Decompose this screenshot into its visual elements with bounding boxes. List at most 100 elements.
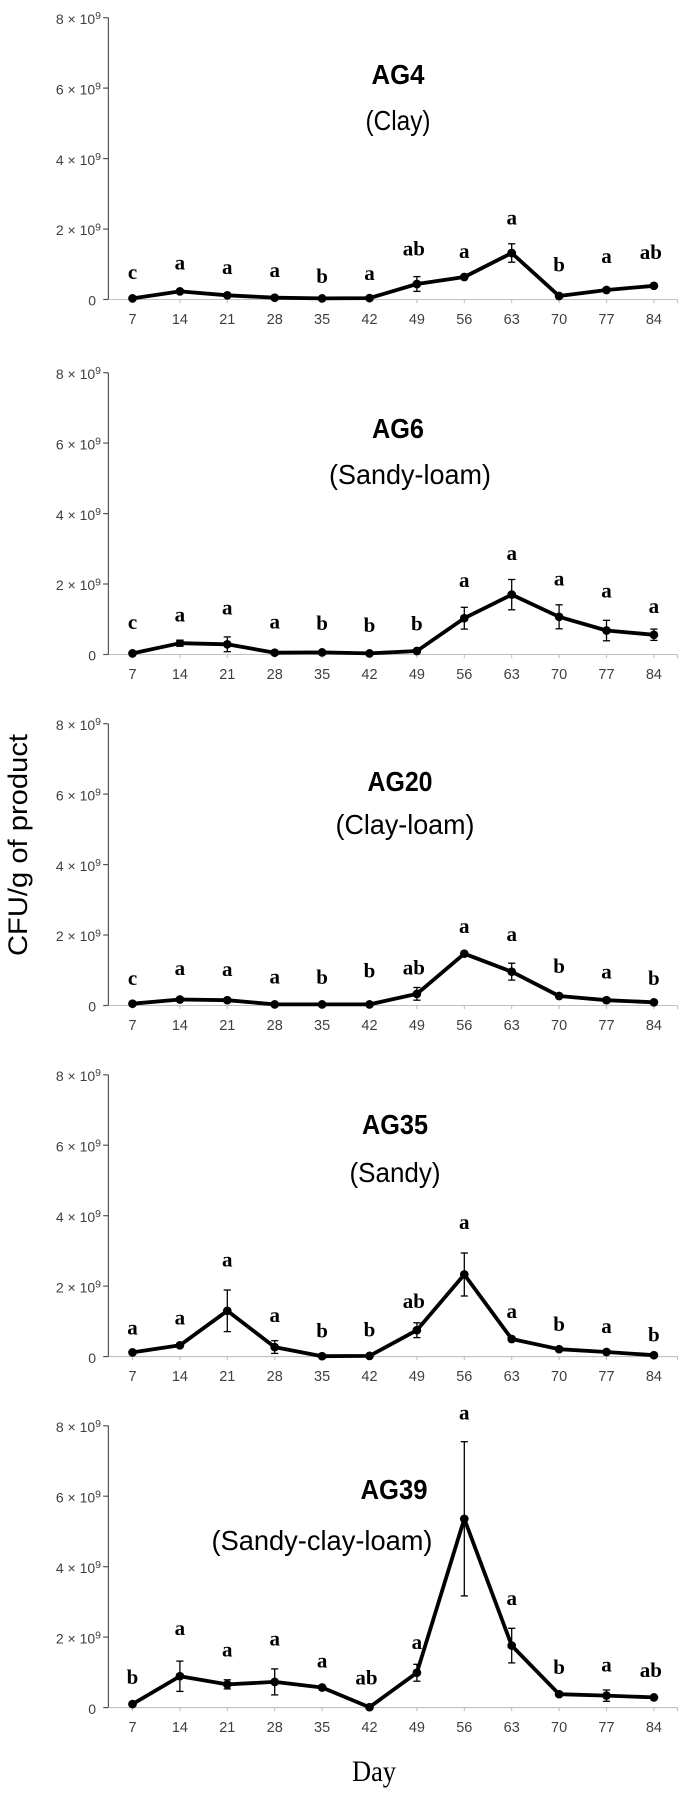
svg-text:a: a <box>317 1649 328 1673</box>
svg-text:CFU/g of product: CFU/g of product <box>3 733 33 956</box>
svg-text:49: 49 <box>409 1018 425 1034</box>
svg-text:c: c <box>128 966 137 990</box>
svg-text:b: b <box>553 1312 565 1336</box>
svg-text:35: 35 <box>314 1720 330 1736</box>
svg-text:77: 77 <box>598 1369 614 1385</box>
svg-text:(Clay-loam): (Clay-loam) <box>336 809 475 840</box>
svg-text:21: 21 <box>219 1369 235 1385</box>
svg-text:a: a <box>412 1630 423 1654</box>
svg-text:8 × 109: 8 × 109 <box>56 716 101 733</box>
svg-text:84: 84 <box>646 1720 662 1736</box>
svg-text:ab: ab <box>403 1289 425 1313</box>
svg-text:a: a <box>459 1210 470 1234</box>
svg-text:a: a <box>269 965 280 989</box>
svg-text:4 × 109: 4 × 109 <box>56 1559 101 1576</box>
svg-text:8 × 109: 8 × 109 <box>56 1067 101 1084</box>
svg-text:14: 14 <box>172 1369 188 1385</box>
svg-text:b: b <box>553 954 565 978</box>
svg-text:a: a <box>364 261 375 285</box>
svg-text:42: 42 <box>361 667 377 683</box>
svg-text:Day: Day <box>352 1755 396 1788</box>
svg-text:70: 70 <box>551 667 567 683</box>
svg-text:63: 63 <box>504 1369 520 1385</box>
svg-text:a: a <box>222 595 233 619</box>
svg-text:56: 56 <box>456 312 472 328</box>
svg-text:42: 42 <box>361 1018 377 1034</box>
svg-text:63: 63 <box>504 667 520 683</box>
svg-text:b: b <box>411 611 423 635</box>
svg-text:a: a <box>459 568 470 592</box>
svg-text:6 × 109: 6 × 109 <box>56 436 101 453</box>
svg-text:AG4: AG4 <box>372 59 425 90</box>
svg-text:4 × 109: 4 × 109 <box>56 151 101 168</box>
svg-text:2 × 109: 2 × 109 <box>56 1630 101 1647</box>
svg-text:49: 49 <box>409 312 425 328</box>
svg-text:2 × 109: 2 × 109 <box>56 927 101 944</box>
svg-text:(Sandy-loam): (Sandy-loam) <box>329 459 491 490</box>
svg-text:b: b <box>316 264 328 288</box>
svg-text:2 × 109: 2 × 109 <box>56 576 101 593</box>
svg-text:a: a <box>175 251 186 275</box>
svg-text:35: 35 <box>314 1369 330 1385</box>
svg-text:14: 14 <box>172 667 188 683</box>
svg-text:b: b <box>127 1665 139 1689</box>
svg-text:a: a <box>601 1652 612 1676</box>
svg-text:0: 0 <box>88 648 96 664</box>
svg-text:0: 0 <box>88 999 96 1015</box>
svg-text:a: a <box>506 1299 517 1323</box>
svg-text:a: a <box>175 1305 186 1329</box>
svg-text:0: 0 <box>88 293 96 309</box>
svg-text:63: 63 <box>504 312 520 328</box>
svg-text:70: 70 <box>551 1369 567 1385</box>
svg-text:28: 28 <box>267 312 283 328</box>
svg-text:a: a <box>601 959 612 983</box>
svg-text:a: a <box>506 922 517 946</box>
svg-text:28: 28 <box>267 1018 283 1034</box>
svg-text:a: a <box>506 541 517 565</box>
svg-text:a: a <box>459 914 470 938</box>
svg-text:ab: ab <box>640 1658 662 1682</box>
svg-text:21: 21 <box>219 667 235 683</box>
svg-text:b: b <box>316 1318 328 1342</box>
svg-text:ab: ab <box>640 240 662 264</box>
svg-text:ab: ab <box>355 1666 377 1690</box>
svg-text:a: a <box>269 258 280 282</box>
svg-text:84: 84 <box>646 667 662 683</box>
svg-text:77: 77 <box>598 312 614 328</box>
svg-text:a: a <box>269 1303 280 1327</box>
svg-text:84: 84 <box>646 1369 662 1385</box>
svg-text:7: 7 <box>128 1369 136 1385</box>
svg-text:4 × 109: 4 × 109 <box>56 1208 101 1225</box>
svg-text:ab: ab <box>403 955 425 979</box>
svg-text:35: 35 <box>314 667 330 683</box>
svg-text:42: 42 <box>361 1369 377 1385</box>
svg-text:b: b <box>364 959 376 983</box>
svg-text:b: b <box>648 1322 660 1346</box>
svg-text:(Sandy-clay-loam): (Sandy-clay-loam) <box>212 1525 433 1556</box>
svg-text:0: 0 <box>88 1701 96 1717</box>
svg-text:b: b <box>648 966 660 990</box>
svg-text:a: a <box>459 239 470 263</box>
svg-text:7: 7 <box>128 312 136 328</box>
svg-text:4 × 109: 4 × 109 <box>56 857 101 874</box>
svg-text:a: a <box>459 1400 470 1424</box>
svg-text:(Sandy): (Sandy) <box>350 1157 441 1188</box>
svg-text:b: b <box>364 613 376 637</box>
svg-text:21: 21 <box>219 312 235 328</box>
svg-text:a: a <box>554 567 565 591</box>
svg-text:63: 63 <box>504 1720 520 1736</box>
svg-text:4 × 109: 4 × 109 <box>56 506 101 523</box>
svg-text:28: 28 <box>267 1720 283 1736</box>
svg-text:21: 21 <box>219 1018 235 1034</box>
svg-text:7: 7 <box>128 1018 136 1034</box>
svg-text:AG35: AG35 <box>362 1109 428 1140</box>
svg-text:a: a <box>222 255 233 279</box>
svg-text:ab: ab <box>403 237 425 261</box>
svg-text:a: a <box>222 957 233 981</box>
svg-text:b: b <box>553 1655 565 1679</box>
svg-text:a: a <box>269 1627 280 1651</box>
svg-text:8 × 109: 8 × 109 <box>56 365 101 382</box>
svg-text:0: 0 <box>88 1350 96 1366</box>
svg-text:77: 77 <box>598 1720 614 1736</box>
svg-text:a: a <box>175 956 186 980</box>
